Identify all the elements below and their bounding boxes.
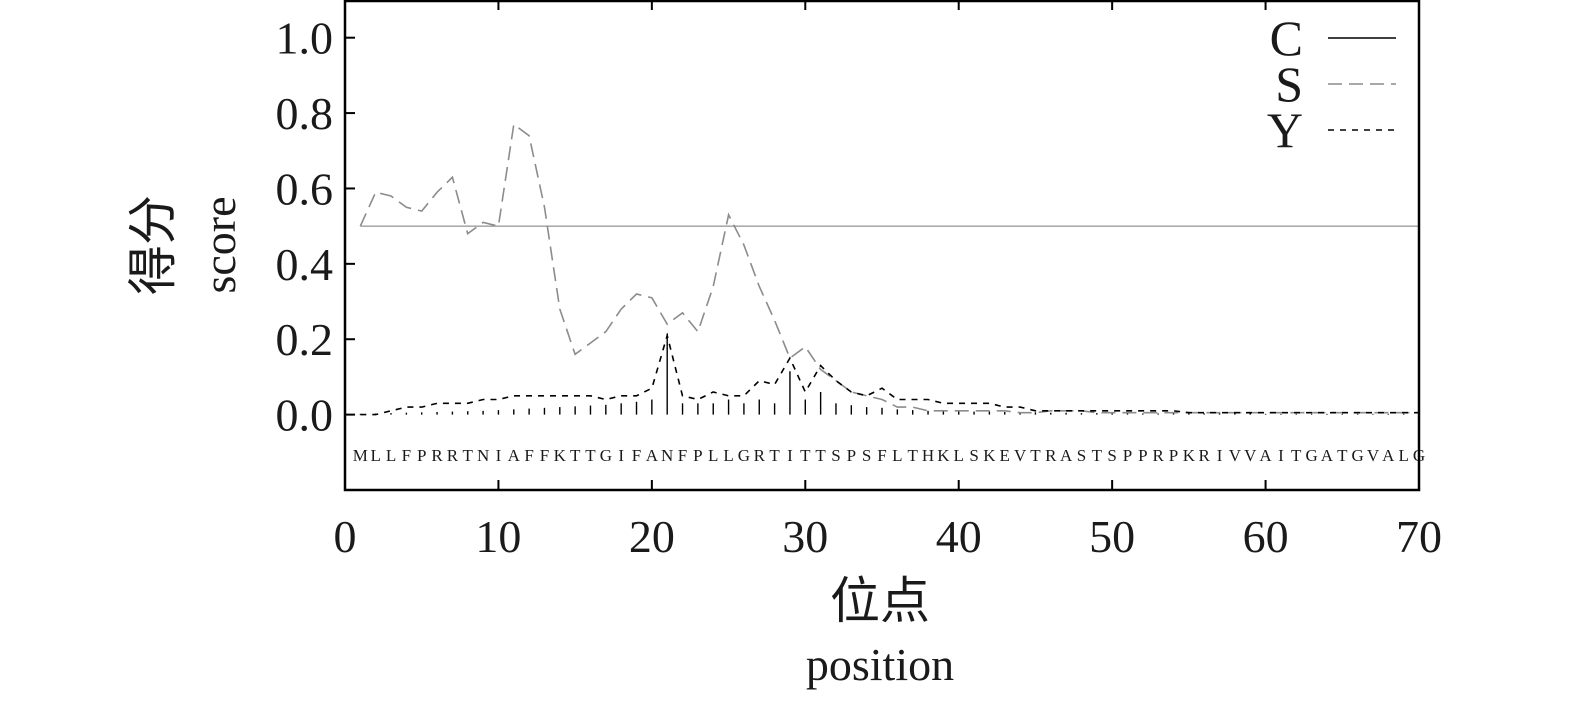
residue-label: H (922, 446, 934, 465)
residue-label: N (661, 446, 673, 465)
y-axis-title-en: score (194, 196, 245, 293)
legend-label-c: C (1270, 10, 1303, 66)
residue-label: L (892, 446, 902, 465)
residue-label: S (831, 446, 840, 465)
plot-frame (343, 0, 1421, 492)
y-tick-label: 0.8 (276, 88, 334, 139)
residue-label: I (787, 446, 793, 465)
residue-label: A (508, 446, 521, 465)
y-tick-label: 1.0 (276, 13, 334, 64)
residue-label: R (1152, 446, 1164, 465)
axes-layer: 0 10 20 30 40 50 60 70 0.0 0.2 0.4 0.6 0.8 1.0 (276, 0, 1442, 562)
series-c (359, 333, 1420, 415)
residue-label: L (1398, 446, 1408, 465)
x-tick-label: 20 (629, 511, 675, 562)
residue-label: S (969, 446, 978, 465)
series-s-line (359, 122, 1419, 414)
residue-label: V (1229, 446, 1242, 465)
residue-label: L (708, 446, 718, 465)
residue-label: S (1107, 446, 1116, 465)
x-axis-title-en: position (806, 639, 954, 690)
residue-label: R (447, 446, 459, 465)
residue-label: T (769, 446, 780, 465)
residue-label: P (417, 446, 426, 465)
x-tick-label: 30 (782, 511, 828, 562)
y-tick-label: 0.6 (276, 163, 334, 214)
residue-label: N (477, 446, 489, 465)
residue-label: G (1305, 446, 1317, 465)
residue-label: G (600, 446, 612, 465)
residue-label: P (847, 446, 856, 465)
residue-label: L (386, 446, 396, 465)
residue-label: F (877, 446, 886, 465)
residue-label: G (738, 446, 750, 465)
x-tick-label: 40 (936, 511, 982, 562)
residue-label: K (554, 446, 567, 465)
x-tick-label: 50 (1089, 511, 1135, 562)
residue-label: P (693, 446, 702, 465)
residue-label: L (954, 446, 964, 465)
x-tick-label: 10 (475, 511, 521, 562)
residue-label: V (1014, 446, 1027, 465)
residue-label: V (1367, 446, 1380, 465)
residue-label: L (370, 446, 380, 465)
residue-label: R (431, 446, 443, 465)
residue-label: F (402, 446, 411, 465)
residue-label: I (618, 446, 624, 465)
residue-label: F (540, 446, 549, 465)
residue-label: T (1337, 446, 1348, 465)
residue-label: A (1060, 446, 1073, 465)
legend-label-y: Y (1267, 102, 1303, 158)
residue-label: F (524, 446, 533, 465)
residue-label: T (463, 446, 474, 465)
x-tick-label: 60 (1243, 511, 1289, 562)
residue-label: I (1217, 446, 1223, 465)
residue-label: T (800, 446, 811, 465)
residue-label: R (1045, 446, 1057, 465)
residue-label: S (1077, 446, 1086, 465)
residue-label: T (907, 446, 918, 465)
x-tick-label: 70 (1396, 511, 1442, 562)
residue-label: T (585, 446, 596, 465)
residue-label: V (1244, 446, 1257, 465)
residue-label: P (1138, 446, 1147, 465)
residue-label: A (1259, 446, 1272, 465)
legend-label-s: S (1275, 56, 1303, 112)
residue-label: I (1278, 446, 1284, 465)
residue-label: M (353, 446, 368, 465)
residue-label: P (1169, 446, 1178, 465)
x-axis-title-cn: 位点 (830, 572, 930, 630)
residue-label: R (754, 446, 766, 465)
residue-label: T (1030, 446, 1041, 465)
residue-label: E (1000, 446, 1010, 465)
residue-label: K (983, 446, 996, 465)
series-layer (359, 122, 1420, 416)
y-axis-title-cn: 得分 (124, 195, 182, 295)
residue-label: A (646, 446, 659, 465)
residue-label: L (723, 446, 733, 465)
legend: CSY (1267, 10, 1396, 158)
residue-label: T (1291, 446, 1302, 465)
residue-label: T (570, 446, 581, 465)
residue-label: I (496, 446, 502, 465)
y-tick-label: 0.0 (276, 390, 334, 441)
residue-label: K (937, 446, 950, 465)
y-tick-label: 0.2 (276, 314, 334, 365)
residue-label: A (1382, 446, 1395, 465)
residue-label: F (678, 446, 687, 465)
residue-label: T (1092, 446, 1103, 465)
residue-label: A (1321, 446, 1334, 465)
series-y-line (360, 332, 1419, 416)
y-tick-label: 0.4 (276, 239, 334, 290)
residue-label: R (1199, 446, 1211, 465)
residue-label: K (1183, 446, 1196, 465)
residue-label: G (1351, 446, 1363, 465)
residue-label: P (1123, 446, 1132, 465)
residue-label: F (632, 446, 641, 465)
x-tick-label: 0 (334, 511, 357, 562)
residue-label: S (862, 446, 871, 465)
residue-label: T (815, 446, 826, 465)
